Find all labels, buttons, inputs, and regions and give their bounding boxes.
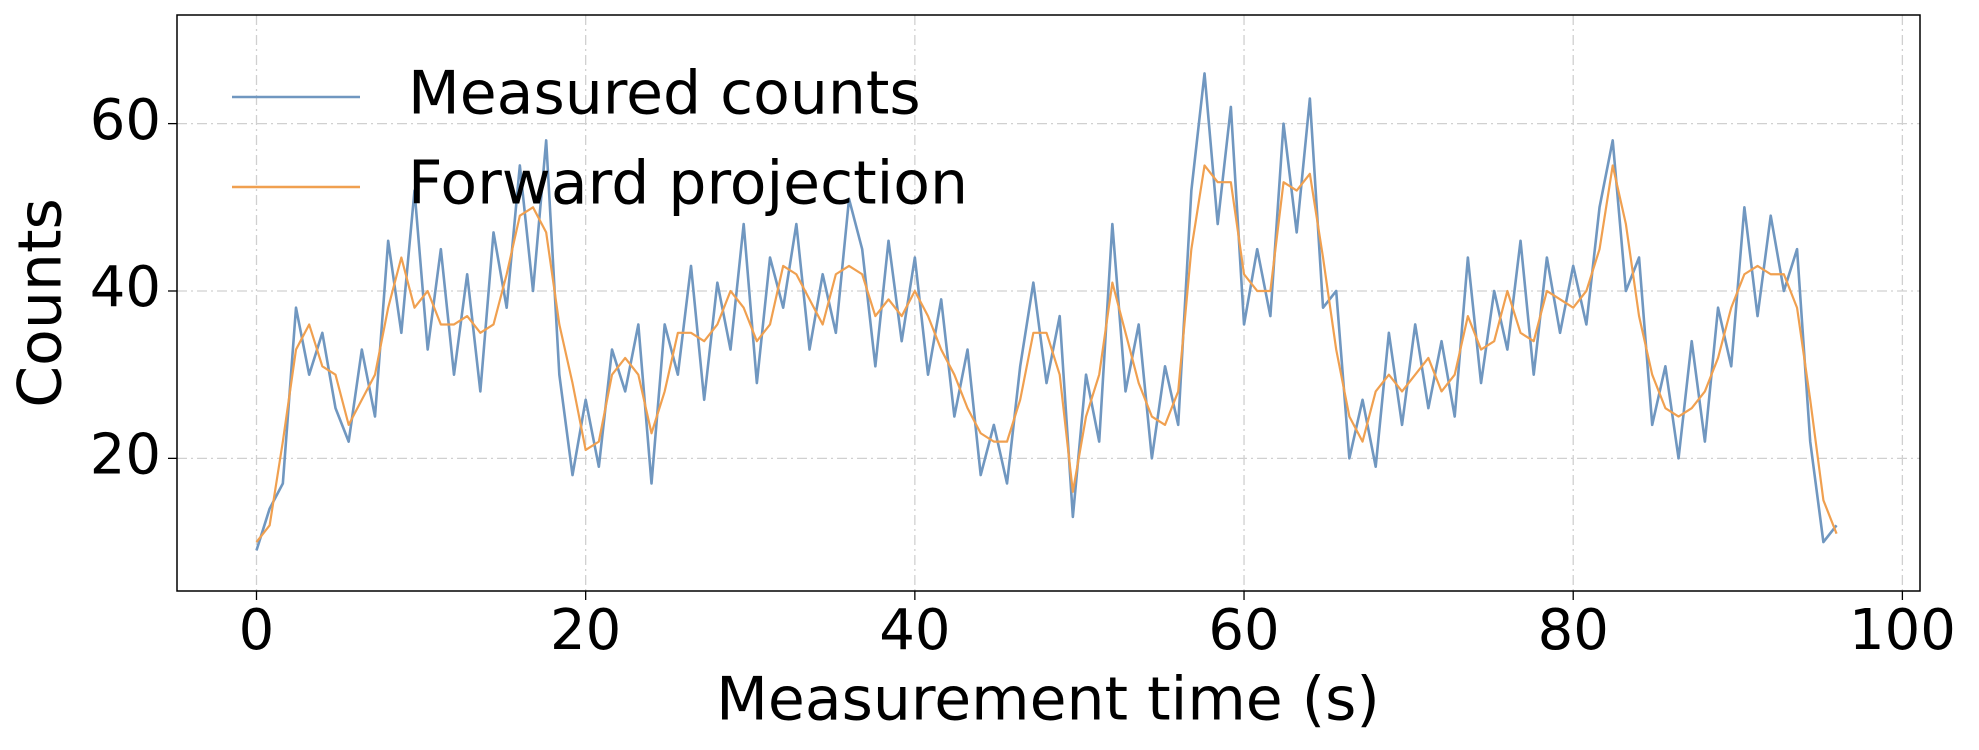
x-tick-label: 40: [879, 598, 950, 663]
y-tick-label: 20: [90, 423, 161, 488]
plot-frame: [176, 14, 1921, 592]
y-axis-label: Counts: [6, 198, 76, 407]
data-line: [255, 164, 1838, 543]
plot-area: [255, 72, 1838, 551]
legend-label: Measured counts: [408, 59, 921, 129]
x-tick-label: 100: [1849, 598, 1956, 663]
y-tick-label: 40: [90, 255, 161, 320]
y-tick-label: 60: [90, 88, 161, 153]
x-tick-label: 20: [550, 598, 621, 663]
data-line: [255, 72, 1838, 551]
x-tick-label: 0: [239, 598, 275, 663]
legend-label: Forward projection: [408, 149, 968, 219]
x-axis-label: Measurement time (s): [716, 665, 1380, 735]
x-tick-label: 60: [1208, 598, 1279, 663]
x-tick-label: 80: [1538, 598, 1609, 663]
